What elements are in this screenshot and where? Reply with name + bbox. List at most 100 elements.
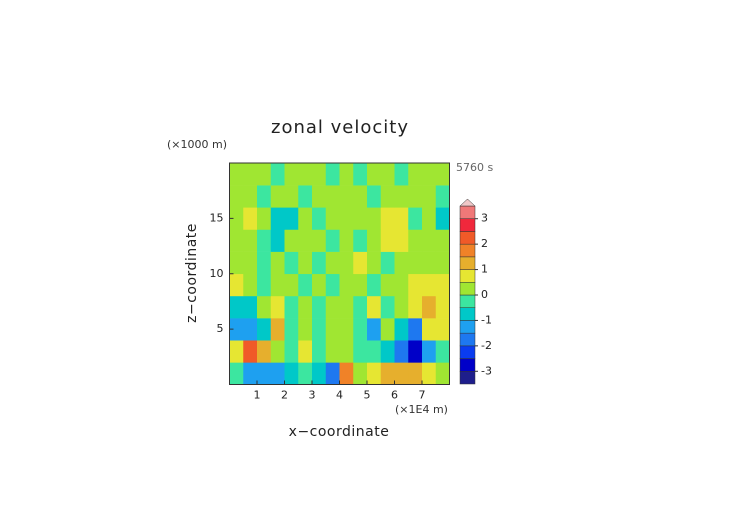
field-cell [380, 273, 395, 297]
field-cell [394, 273, 409, 297]
field-cell [229, 163, 244, 186]
field-cell [353, 340, 368, 363]
field-cell [312, 185, 327, 208]
field-cell [270, 318, 285, 341]
field-cell [380, 251, 395, 275]
field-cell [229, 295, 244, 319]
field-cell [380, 185, 395, 208]
colorbar-box [459, 307, 476, 321]
field-cell [353, 295, 368, 319]
field-cell [284, 295, 299, 319]
chart-title: zonal velocity [271, 117, 409, 138]
field-cell [339, 229, 354, 252]
field-cell [325, 207, 340, 230]
field-cell [408, 362, 423, 385]
field-cell [284, 362, 299, 385]
x-unit: (×1E4 m) [395, 403, 448, 416]
field-cell [270, 251, 285, 275]
field-cell [394, 163, 409, 186]
field-cell [339, 207, 354, 230]
field-cell [422, 362, 437, 385]
field-cell [270, 295, 285, 319]
x-axis-title: x−coordinate [289, 424, 390, 440]
field-cell [435, 207, 450, 230]
field-cell [380, 362, 395, 385]
field-cell [380, 340, 395, 363]
field-cell [284, 229, 299, 252]
field-cell [257, 318, 272, 341]
y-axis-title: z−coordinate [184, 223, 200, 323]
field-cell [298, 318, 313, 341]
colorbar-box [459, 358, 476, 372]
field-cell [435, 251, 450, 275]
field-cell [243, 318, 258, 341]
field-cell [284, 207, 299, 230]
field-cell [229, 185, 244, 208]
field-cell [408, 185, 423, 208]
field-cell [312, 362, 327, 385]
field-cell [325, 362, 340, 385]
field-cell [367, 207, 382, 230]
field-cell [270, 207, 285, 230]
field-cell [312, 163, 327, 186]
field-cell [394, 229, 409, 252]
field-cell [422, 295, 437, 319]
field-cell [243, 340, 258, 363]
colorbar-label: 2 [481, 237, 488, 250]
field-cell [284, 163, 299, 186]
field-cell [380, 295, 395, 319]
field-cell [353, 185, 368, 208]
colorbar-box [459, 371, 476, 385]
field-cell [298, 295, 313, 319]
colorbar-box [459, 345, 476, 359]
time-label: 5760 s [456, 161, 493, 174]
field-cell [408, 318, 423, 341]
field-cell [435, 318, 450, 341]
field-cell [435, 229, 450, 252]
field-cell [243, 273, 258, 297]
field-cell [284, 185, 299, 208]
field-cell [257, 273, 272, 297]
field-cell [284, 251, 299, 275]
field-cell [298, 229, 313, 252]
field-cell [284, 340, 299, 363]
field-cell [229, 251, 244, 275]
field-cell [422, 251, 437, 275]
field-cell [325, 318, 340, 341]
field-cell [435, 185, 450, 208]
x-tick-label: 1 [254, 389, 261, 402]
colorbar-label: 0 [481, 288, 488, 301]
colorbar-box [459, 205, 476, 219]
colorbar-label: 1 [481, 263, 488, 276]
field-cell [325, 229, 340, 252]
field-cell [435, 273, 450, 297]
field-cell [257, 163, 272, 186]
field-cell [312, 251, 327, 275]
x-tick-label: 7 [419, 389, 426, 402]
field-cell [353, 229, 368, 252]
field-cell [353, 251, 368, 275]
field-cell [380, 318, 395, 341]
field-cell [422, 207, 437, 230]
field-cell [435, 362, 450, 385]
field-cell [367, 340, 382, 363]
field-cell [243, 207, 258, 230]
field-cell [270, 362, 285, 385]
field-cell [339, 295, 354, 319]
field-cell [243, 362, 258, 385]
colorbar-box [459, 256, 476, 270]
field-cell [243, 251, 258, 275]
field-cell [257, 207, 272, 230]
field-cell [298, 163, 313, 186]
field-cell [270, 273, 285, 297]
colorbar-label: 3 [481, 212, 488, 225]
field-cell [229, 362, 244, 385]
field-cell [380, 207, 395, 230]
field-cell [367, 362, 382, 385]
field-cell [435, 340, 450, 363]
field-cell [312, 207, 327, 230]
colorbar-label: -1 [481, 313, 492, 326]
field-cell [367, 229, 382, 252]
colorbar-over [459, 198, 476, 207]
field-cell [298, 273, 313, 297]
